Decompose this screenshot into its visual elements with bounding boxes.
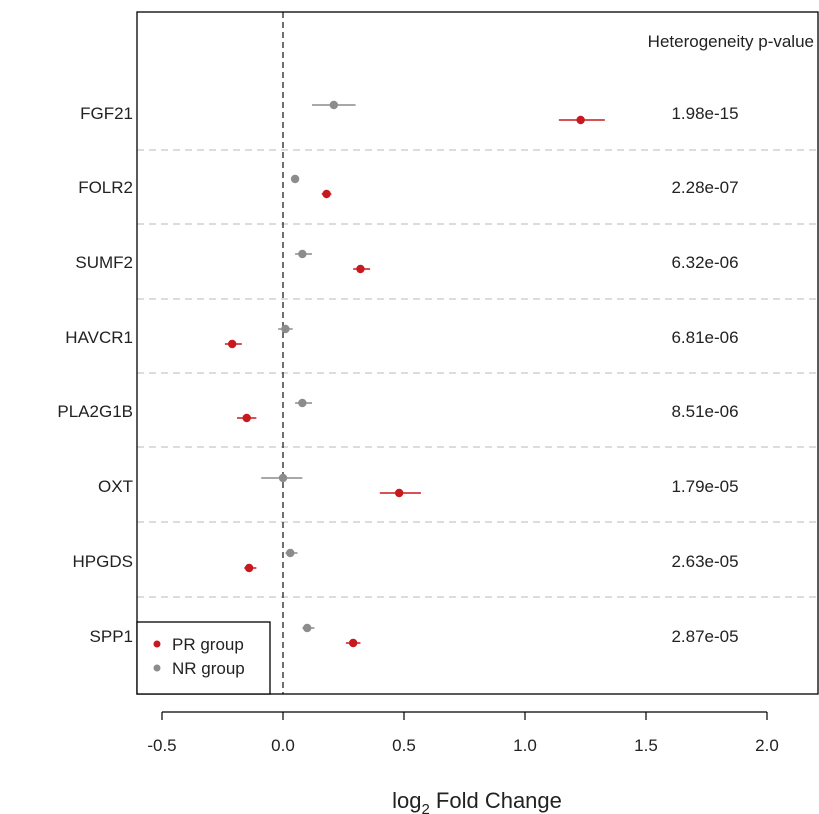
x-axis-title: log2 Fold Change: [392, 788, 562, 814]
p-value-label: 2.28e-07: [671, 178, 738, 197]
x-tick-label: 1.0: [513, 736, 537, 755]
pr-point-oxt: [394, 488, 404, 498]
legend-marker: [153, 664, 161, 672]
gene-label: SPP1: [90, 627, 133, 646]
x-axis: -0.5 0.0 0.5 1.0 1.5 2.0: [147, 711, 779, 755]
gene-label: FGF21: [80, 104, 133, 123]
pr-point-sumf2: [356, 264, 365, 274]
pr-point-fgf21: [576, 115, 585, 125]
gene-label: HAVCR1: [65, 328, 133, 347]
nr-point-fgf21: [329, 100, 339, 110]
x-tick-label: 2.0: [755, 736, 779, 755]
gene-label: OXT: [98, 477, 133, 496]
nr-point-pla2g1b: [298, 398, 307, 408]
gene-label: HPGDS: [73, 552, 133, 571]
pr-point-folr2: [322, 189, 331, 199]
data-points: [224, 100, 605, 648]
x-tick-label: 0.5: [392, 736, 416, 755]
legend-label: PR group: [172, 635, 244, 654]
p-value-label: 2.87e-05: [671, 627, 738, 646]
legend-marker: [153, 640, 161, 648]
pr-point-hpgds: [244, 563, 254, 573]
p-value-label: 2.63e-05: [671, 552, 738, 571]
nr-point-sumf2: [298, 249, 307, 259]
x-tick-label: -0.5: [147, 736, 176, 755]
pr-point-pla2g1b: [242, 413, 251, 423]
plot-frame: [136, 11, 819, 695]
x-axis-title-prefix: log: [392, 788, 421, 813]
gene-label: SUMF2: [75, 253, 133, 272]
gene-label: FOLR2: [78, 178, 133, 197]
nr-point-havcr1: [281, 324, 290, 334]
nr-point-oxt: [278, 473, 288, 483]
nr-point-hpgds: [286, 548, 295, 558]
annotation-header: Heterogeneity p-value: [648, 32, 814, 51]
p-value-label: 6.32e-06: [671, 253, 738, 272]
p-value-label: 1.79e-05: [671, 477, 738, 496]
legend-box: [136, 621, 271, 695]
p-value-labels: 1.98e-15 2.28e-07 6.32e-06 6.81e-06 8.51e-06…: [671, 104, 738, 646]
p-value-label: 6.81e-06: [671, 328, 738, 347]
p-value-label: 8.51e-06: [671, 402, 738, 421]
x-tick-label: 1.5: [634, 736, 658, 755]
pr-point-spp1: [348, 638, 358, 648]
row-separators: [137, 149, 818, 598]
x-tick-label: 0.0: [271, 736, 295, 755]
p-value-label: 1.98e-15: [671, 104, 738, 123]
legend: PR group NR group: [136, 621, 271, 695]
x-axis-title-suffix: Fold Change: [430, 788, 562, 813]
x-axis-title-subscript: 2: [421, 801, 429, 814]
gene-label: PLA2G1B: [57, 402, 133, 421]
gene-labels: FGF21 FOLR2 SUMF2 HAVCR1 PLA2G1B OXT HPGDS SPP1: [57, 104, 133, 646]
legend-label: NR group: [172, 659, 245, 678]
nr-point-folr2: [290, 174, 300, 184]
nr-point-spp1: [303, 623, 312, 633]
pr-point-havcr1: [227, 339, 237, 349]
